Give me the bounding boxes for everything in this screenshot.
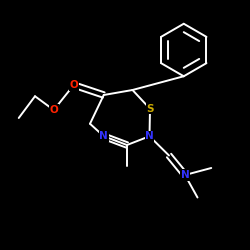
Text: N: N (145, 131, 154, 141)
Text: S: S (146, 104, 154, 114)
Text: O: O (70, 80, 78, 90)
Text: N: N (180, 170, 190, 180)
Text: N: N (100, 131, 108, 141)
Text: O: O (50, 105, 58, 115)
